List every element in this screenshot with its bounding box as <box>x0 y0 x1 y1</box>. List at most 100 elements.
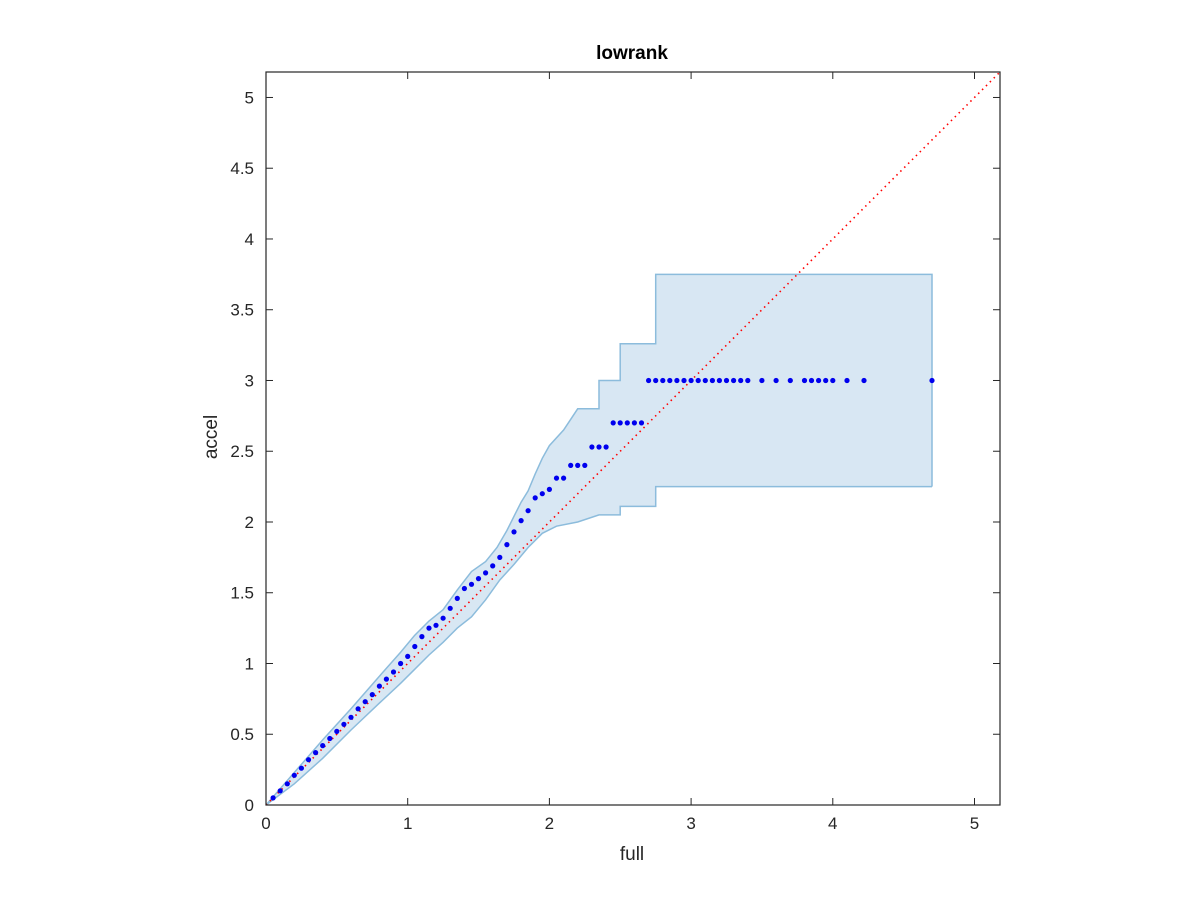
data-point <box>383 676 389 682</box>
data-point <box>440 615 446 621</box>
data-point <box>709 377 716 384</box>
data-point <box>646 377 652 384</box>
y-tick-label: 3 <box>245 371 254 390</box>
data-point <box>773 377 779 384</box>
y-tick-label: 0 <box>245 796 254 815</box>
data-point <box>447 605 453 611</box>
data-point <box>390 669 397 675</box>
data-point <box>511 529 517 535</box>
data-point <box>660 377 666 384</box>
data-point <box>525 508 531 514</box>
data-point <box>433 622 439 628</box>
data-point <box>426 625 432 631</box>
data-point <box>723 377 730 384</box>
data-point <box>291 772 297 778</box>
data-point <box>759 377 765 384</box>
data-point <box>702 377 708 384</box>
x-axis-label: full <box>620 844 644 865</box>
data-point <box>553 475 560 481</box>
data-point <box>546 486 553 492</box>
data-point <box>617 420 623 426</box>
data-point <box>454 595 460 602</box>
data-point <box>334 728 340 735</box>
x-tick-label: 4 <box>828 814 837 833</box>
data-point <box>638 420 645 426</box>
data-point <box>667 377 673 384</box>
y-tick-label: 2 <box>245 513 254 532</box>
data-point <box>419 634 425 640</box>
data-point <box>412 643 418 650</box>
data-point <box>596 444 602 450</box>
data-point <box>270 795 276 801</box>
data-point <box>731 377 737 384</box>
data-point <box>518 518 524 524</box>
data-point <box>681 377 687 384</box>
y-tick-label: 4.5 <box>230 159 254 178</box>
data-point <box>348 714 354 720</box>
reference-line <box>265 71 1001 806</box>
data-point <box>787 377 793 384</box>
data-point <box>844 377 850 384</box>
x-axis: 0 1 2 3 4 5 <box>261 72 979 833</box>
data-point <box>808 377 815 384</box>
y-tick-label: 0.5 <box>230 725 254 744</box>
confidence-band-fill <box>266 274 932 805</box>
data-point <box>603 444 609 450</box>
data-point <box>539 491 545 497</box>
data-point <box>362 699 368 705</box>
data-point <box>490 563 496 569</box>
y-tick-label: 2.5 <box>230 442 254 461</box>
y-axis: 0 0.5 1 1.5 2 2.5 3 3.5 4 4.5 5 <box>230 88 1000 815</box>
data-point <box>830 377 836 384</box>
data-point <box>405 653 411 660</box>
data-point <box>355 706 361 712</box>
data-point <box>861 377 867 384</box>
x-tick-label: 0 <box>261 814 270 833</box>
data-point <box>532 495 538 501</box>
confidence-band-lower-edge <box>265 485 932 806</box>
data-point <box>369 692 375 698</box>
data-point <box>497 554 503 561</box>
data-point <box>823 377 829 384</box>
data-point <box>653 377 659 384</box>
data-point <box>631 420 638 426</box>
axes-box <box>265 71 1001 806</box>
data-point <box>624 420 630 426</box>
data-point <box>298 765 304 771</box>
confidence-band-upper-edge <box>265 273 933 806</box>
data-point <box>468 581 475 587</box>
data-point <box>483 570 489 576</box>
data-point <box>320 743 326 749</box>
data-point <box>305 757 312 763</box>
y-tick-label: 4 <box>245 230 254 249</box>
y-axis-label: accel <box>201 415 222 459</box>
data-point <box>376 683 382 689</box>
x-tick-label: 3 <box>686 814 695 833</box>
data-point <box>582 462 588 468</box>
data-point <box>801 377 808 384</box>
x-tick-label: 1 <box>403 814 412 833</box>
data-point <box>575 462 581 468</box>
data-point <box>398 660 404 667</box>
data-point <box>674 377 680 384</box>
data-point <box>738 377 744 384</box>
chart-title: lowrank <box>596 43 668 64</box>
data-point <box>284 781 290 787</box>
data-point <box>568 462 574 468</box>
data-point <box>716 377 723 384</box>
data-point <box>504 542 510 548</box>
y-tick-label: 3.5 <box>230 301 254 320</box>
x-tick-label: 2 <box>545 814 554 833</box>
data-point <box>313 750 319 756</box>
data-point <box>688 377 694 384</box>
x-tick-label: 5 <box>970 814 979 833</box>
data-point <box>461 585 467 592</box>
data-point <box>327 735 333 742</box>
y-tick-label: 1 <box>245 654 254 673</box>
y-tick-label: 5 <box>245 88 254 107</box>
data-points <box>270 377 935 801</box>
data-point <box>610 420 616 426</box>
data-point <box>475 576 482 582</box>
data-point <box>695 377 701 384</box>
